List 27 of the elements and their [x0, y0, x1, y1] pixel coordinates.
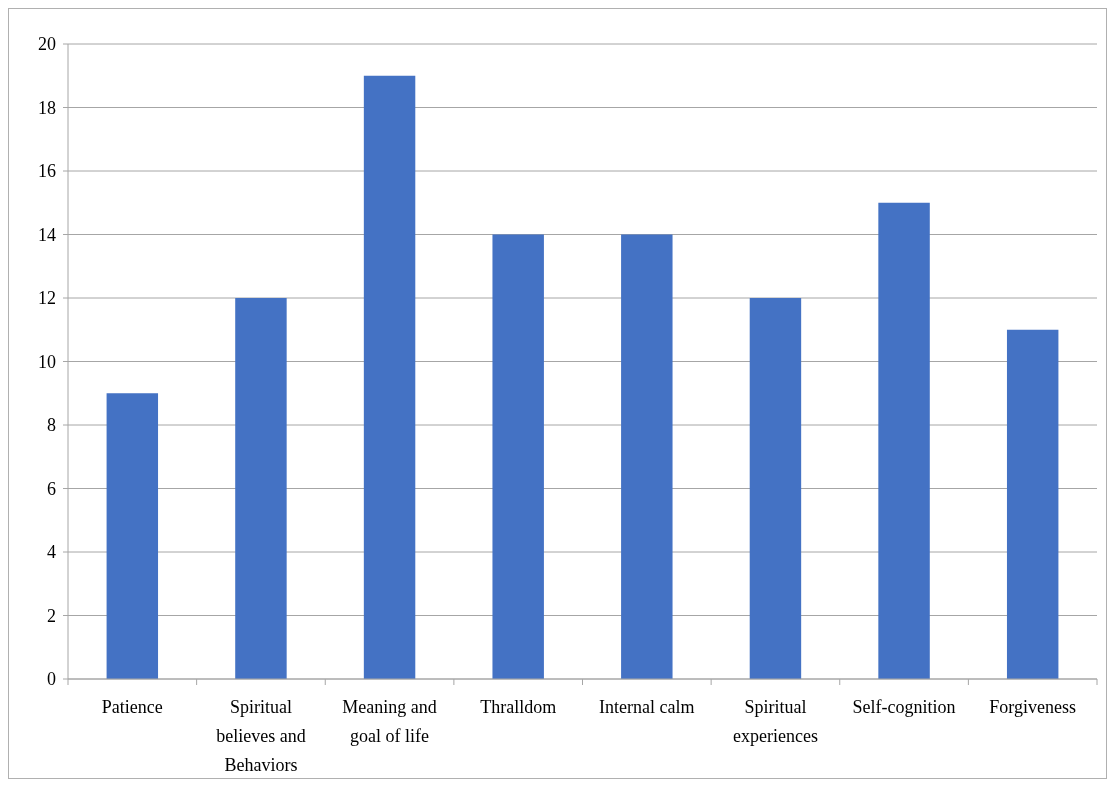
y-tick-label: 20	[38, 34, 56, 55]
bar	[235, 298, 287, 679]
bar	[621, 234, 673, 679]
bar	[749, 298, 802, 679]
y-tick-label: 10	[38, 351, 56, 372]
y-tick-label: 14	[38, 224, 56, 245]
x-tick-label: Patience	[101, 697, 163, 717]
y-tick-label: 16	[38, 161, 56, 182]
y-tick-label: 0	[47, 669, 56, 690]
bar	[363, 75, 416, 679]
y-tick-label: 12	[38, 288, 56, 309]
x-tick-label: Self-cognition	[852, 697, 956, 717]
x-tick-label: Internal calm	[599, 697, 695, 717]
x-tick-label: Spiritual experiences	[732, 697, 818, 746]
bar	[878, 202, 930, 679]
y-tick-label: 6	[47, 478, 56, 499]
x-tick-label: Forgiveness	[989, 697, 1077, 717]
bar	[106, 393, 159, 679]
bar	[1006, 329, 1059, 679]
bar	[492, 234, 544, 679]
x-tick-label: Spiritual believes and Behaviors	[216, 697, 306, 775]
x-tick-label: Meaning and goal of life	[342, 697, 437, 746]
x-tick-label: Thralldom	[480, 697, 557, 717]
y-tick-label: 4	[47, 542, 56, 563]
y-tick-label: 18	[38, 97, 56, 118]
y-tick-label: 2	[47, 605, 56, 626]
y-tick-label: 8	[47, 415, 56, 436]
